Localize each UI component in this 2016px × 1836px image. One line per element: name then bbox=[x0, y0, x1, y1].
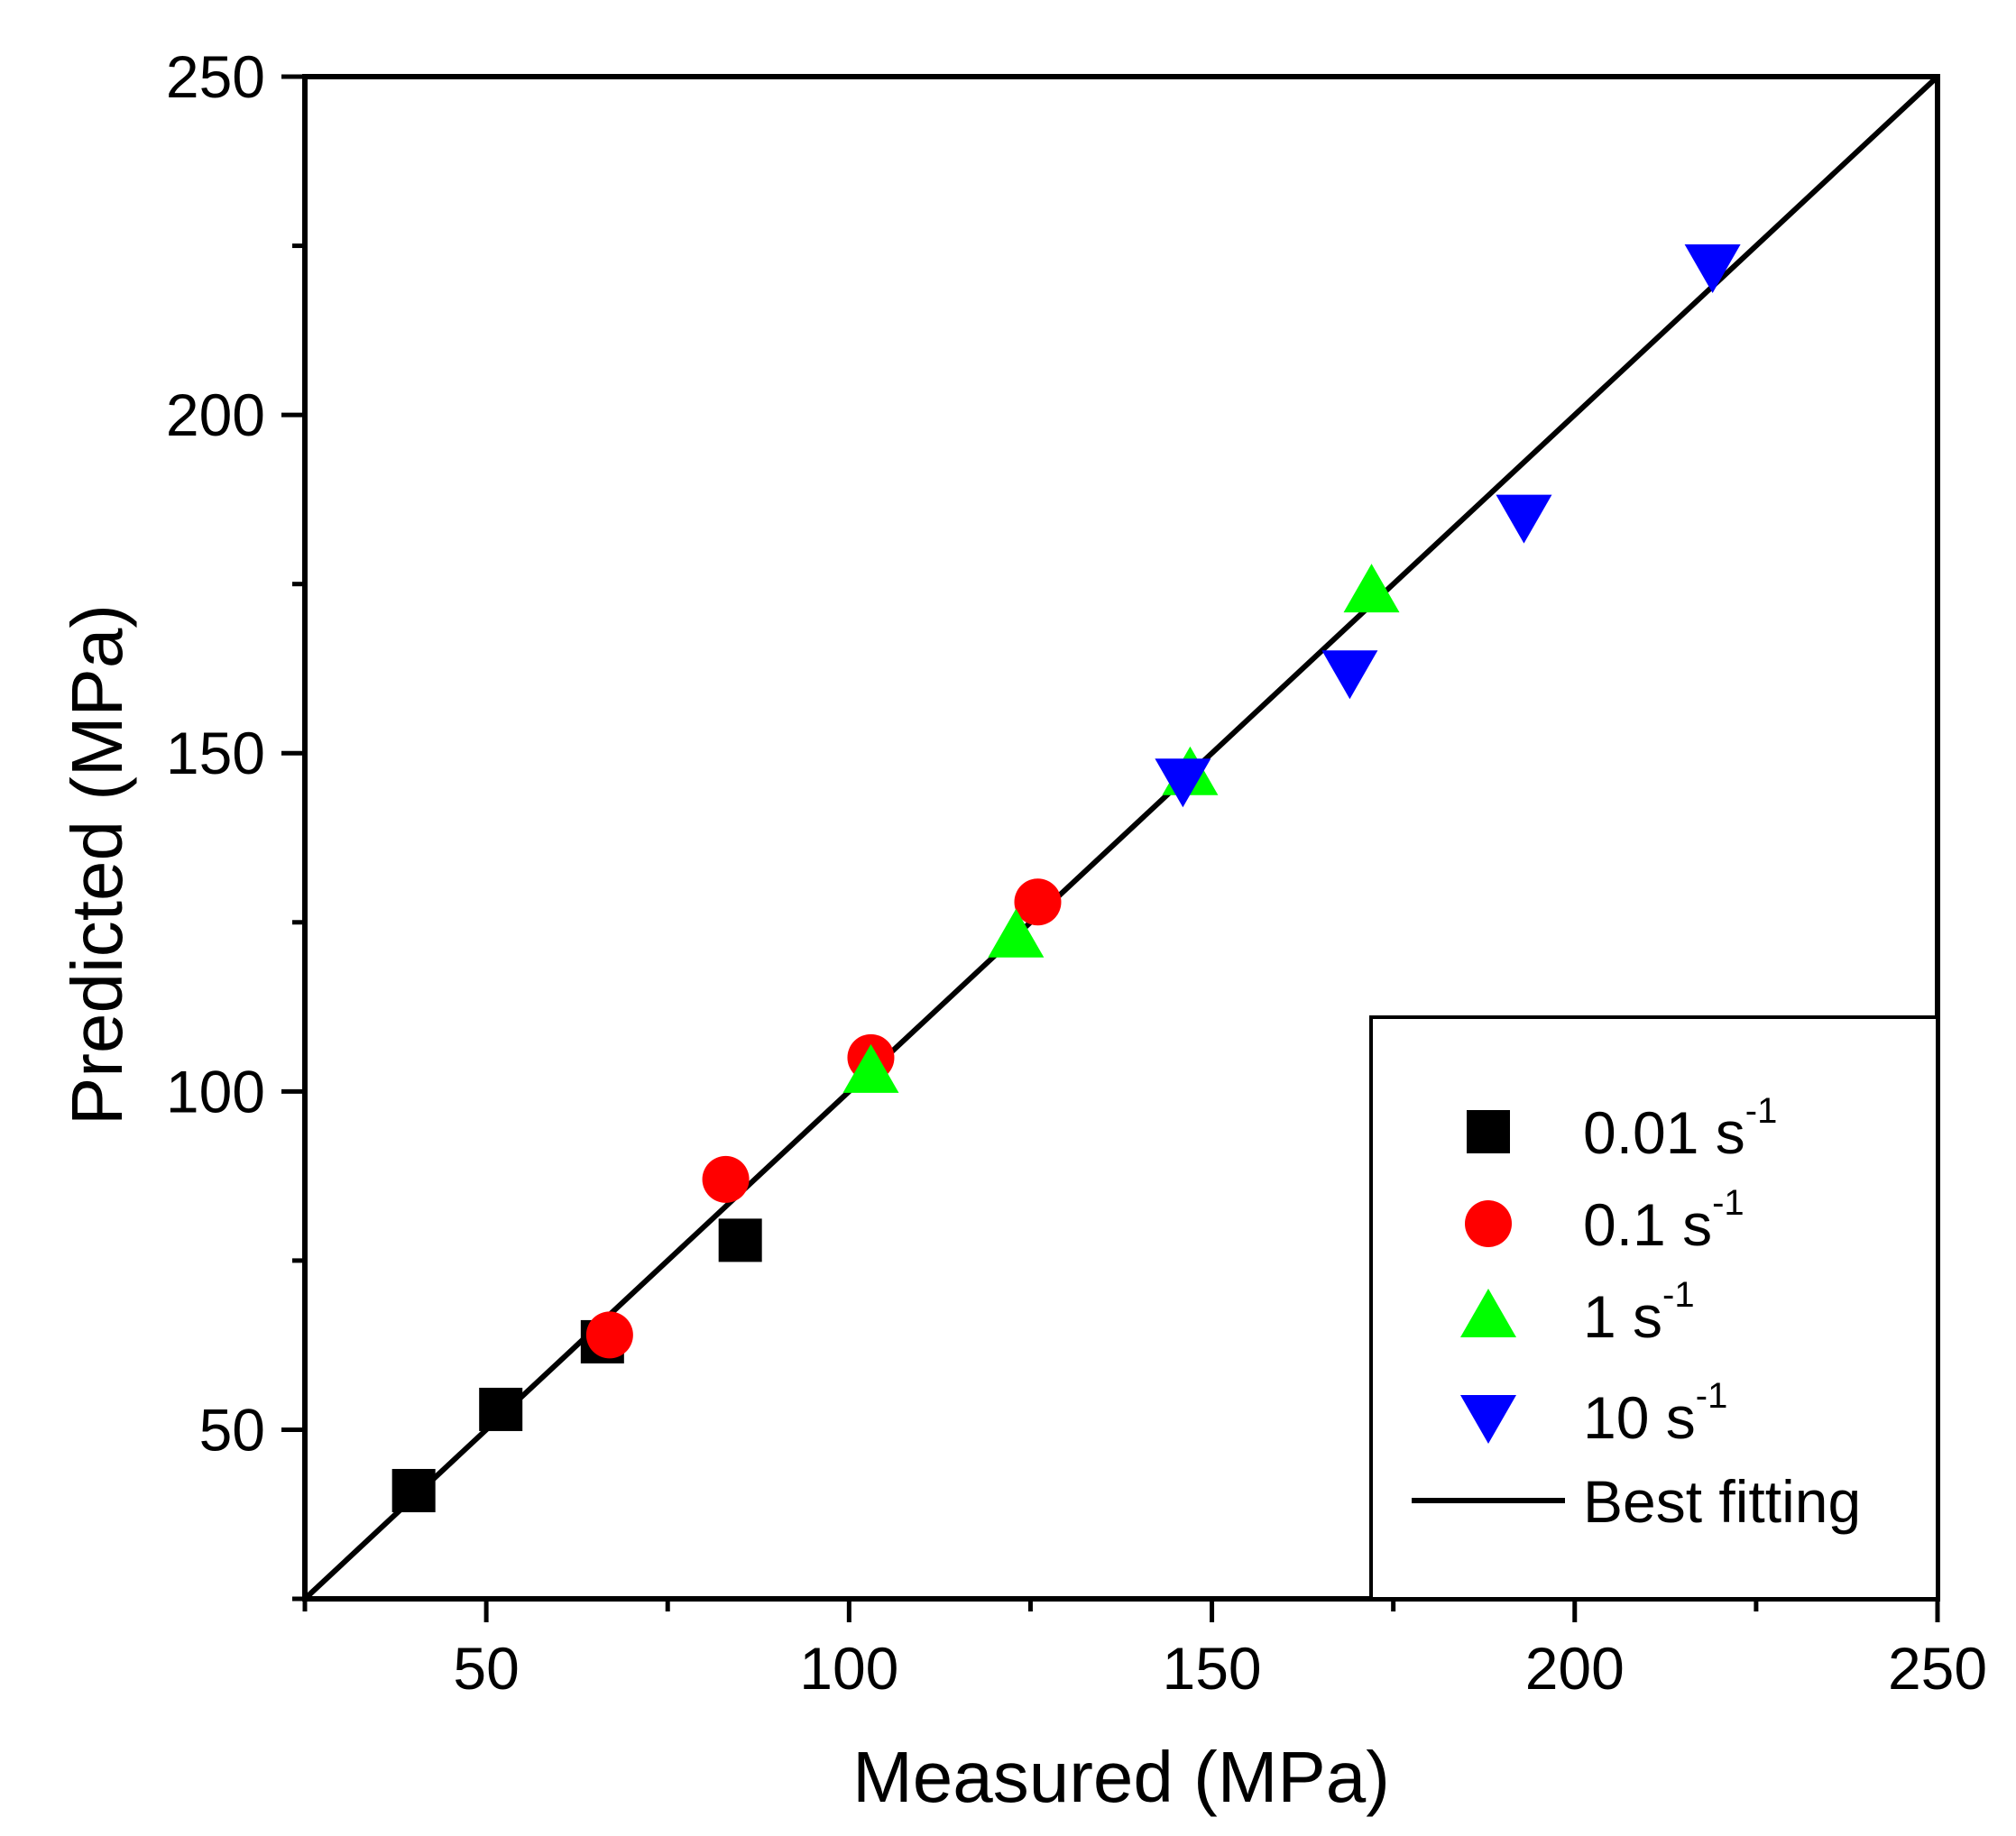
data-point-series-0 bbox=[391, 1468, 436, 1512]
legend-marker-series-2 bbox=[1460, 1289, 1516, 1337]
x-tick-label: 150 bbox=[1162, 1635, 1261, 1702]
legend-label-exponent: -1 bbox=[1745, 1091, 1778, 1131]
axes-layer bbox=[302, 74, 1940, 1602]
legend-label-exponent: -1 bbox=[1662, 1275, 1695, 1315]
data-point-series-2 bbox=[842, 1043, 899, 1093]
y-tick-label: 250 bbox=[166, 43, 265, 110]
data-point-series-2 bbox=[988, 908, 1045, 958]
x-tick-label: 200 bbox=[1525, 1635, 1625, 1702]
data-point-series-0 bbox=[479, 1387, 523, 1431]
x-tick-label: 50 bbox=[453, 1635, 519, 1702]
data-point-series-1 bbox=[702, 1155, 750, 1203]
data-point-series-2 bbox=[1343, 564, 1400, 613]
y-axis-label: Predicted (MPa) bbox=[57, 604, 137, 1125]
data-point-series-3 bbox=[1684, 244, 1741, 294]
data-point-series-3 bbox=[1155, 758, 1211, 808]
data-points-layer bbox=[391, 244, 1741, 1512]
x-axis-label: Measured (MPa) bbox=[852, 1737, 1390, 1817]
legend-label-exponent: -1 bbox=[1712, 1183, 1744, 1223]
legend-label-exponent: -1 bbox=[1696, 1376, 1728, 1416]
data-point-series-1 bbox=[585, 1311, 633, 1359]
legend-marker-series-1 bbox=[1465, 1200, 1512, 1247]
data-point-series-1 bbox=[1014, 878, 1062, 926]
y-tick-label: 200 bbox=[166, 381, 265, 448]
legend-label-fit-line: Best fitting bbox=[1583, 1468, 1861, 1535]
y-tick-label: 50 bbox=[199, 1396, 265, 1463]
legend-marker-series-3 bbox=[1460, 1395, 1516, 1444]
x-tick-label: 250 bbox=[1888, 1635, 1987, 1702]
y-tick-label: 150 bbox=[166, 720, 265, 786]
data-point-series-3 bbox=[1496, 494, 1552, 544]
best-fitting-line bbox=[302, 74, 1940, 1602]
legend-marker-series-0 bbox=[1467, 1110, 1510, 1153]
fit-line-layer bbox=[302, 74, 1940, 1602]
ticks-layer: 50 100 150 200 250 50 100 150 200 250 bbox=[166, 43, 1987, 1702]
data-point-series-0 bbox=[718, 1218, 762, 1262]
y-tick-label: 100 bbox=[166, 1058, 265, 1125]
legend-label-series-0: 0.01 s-1 bbox=[1583, 1091, 1777, 1166]
plot-frame bbox=[302, 74, 1940, 1602]
x-tick-label: 100 bbox=[799, 1635, 898, 1702]
data-point-series-3 bbox=[1321, 650, 1378, 700]
